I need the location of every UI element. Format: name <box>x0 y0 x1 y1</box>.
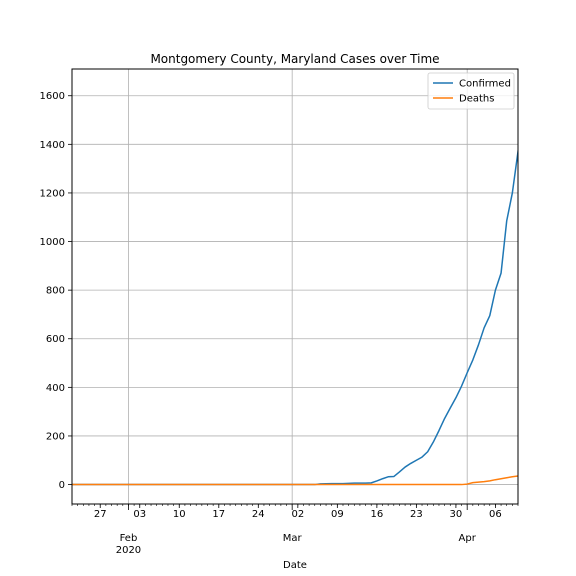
chart-title: Montgomery County, Maryland Cases over T… <box>150 52 439 66</box>
legend-label: Deaths <box>459 94 494 105</box>
plot-area-frame <box>71 68 519 505</box>
x-tick-label: 09 <box>331 509 344 520</box>
x-tick-label: 24 <box>252 509 265 520</box>
y-tick-label: 800 <box>46 286 65 297</box>
x-tick-label: 16 <box>370 509 383 520</box>
legend-box <box>427 72 515 110</box>
series-line-deaths <box>72 475 518 486</box>
y-tick-label: 1200 <box>40 188 65 199</box>
series-line-confirmed <box>72 146 518 486</box>
x-major-tick-label: Mar <box>283 533 303 544</box>
grid <box>72 69 518 504</box>
x-major-tick-label: Apr <box>459 533 477 544</box>
y-tick-label: 400 <box>46 383 65 394</box>
x-tick-label: 17 <box>212 509 225 520</box>
x-tick-label: 30 <box>450 509 463 520</box>
y-tick-label: 1000 <box>40 237 65 248</box>
x-tick-label: 23 <box>410 509 423 520</box>
y-tick-label: 1400 <box>40 140 65 151</box>
x-tick-label: 10 <box>173 509 186 520</box>
y-tick-label: 200 <box>46 431 65 442</box>
legend: Confirmed Deaths <box>427 72 515 110</box>
x-tick-label: 06 <box>489 509 502 520</box>
x-major-tick-label: Feb <box>120 533 138 544</box>
x-major-tick-label: 2020 <box>116 545 141 556</box>
series-lines <box>72 146 518 486</box>
y-tick-label: 600 <box>46 334 65 345</box>
x-tick-label: 02 <box>291 509 304 520</box>
x-tick-label: 27 <box>94 509 107 520</box>
y-tick-label: 0 <box>59 480 65 491</box>
y-tick-label: 1600 <box>40 91 65 102</box>
legend-label: Confirmed <box>459 79 511 90</box>
x-tick-label: 03 <box>133 509 146 520</box>
x-axis-label: Date <box>283 560 307 571</box>
